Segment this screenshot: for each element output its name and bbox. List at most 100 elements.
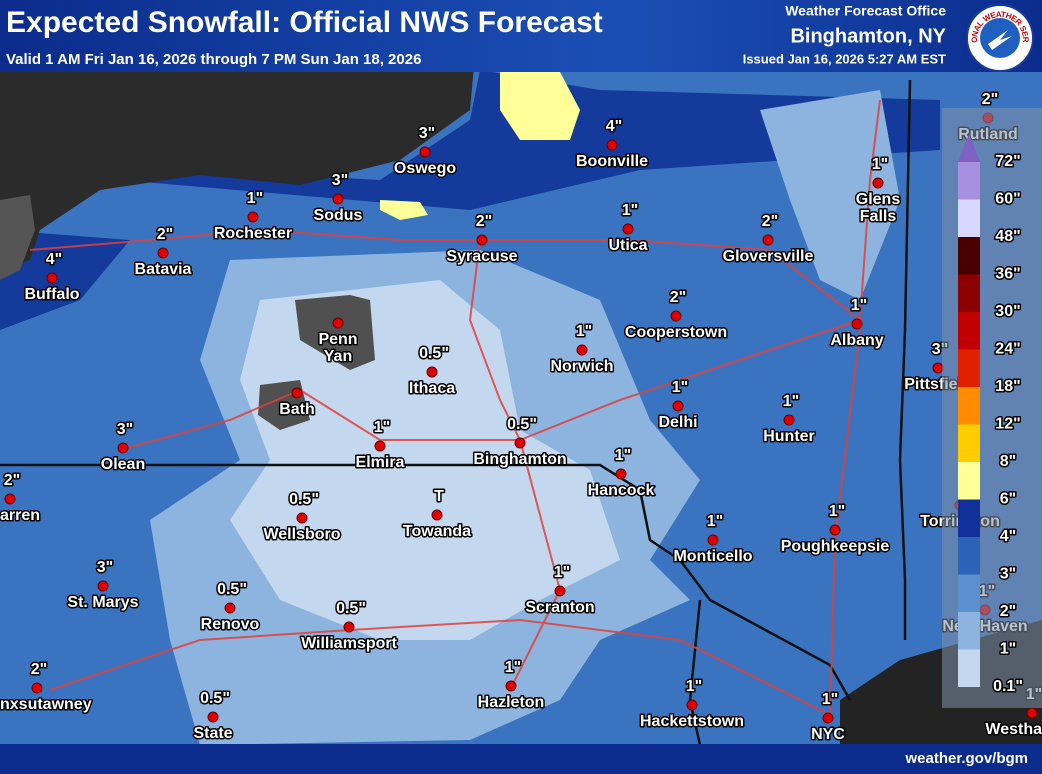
city-dot [224, 602, 236, 614]
legend-label: 24" [995, 341, 1020, 358]
city-dot [296, 512, 308, 524]
office-line: Weather Forecast Office [785, 3, 946, 19]
city-name: Batavia [135, 261, 192, 278]
city-name: Hackettstown [640, 713, 744, 730]
snow-amount: 1" [247, 190, 263, 207]
snow-amount: 1" [505, 659, 521, 676]
legend-swatch [958, 199, 980, 237]
city-name: Syracuse [446, 248, 517, 265]
legend-swatch [958, 387, 980, 425]
city-name: Penn Yan [318, 331, 357, 365]
city-dot [851, 318, 863, 330]
city-name: Binghamton [473, 451, 566, 468]
legend-swatch [958, 274, 980, 312]
legend-panel [942, 108, 1042, 708]
city-name: Wellsboro [263, 526, 340, 543]
city-name: Cooperstown [625, 324, 727, 341]
snow-amount: 0.5" [217, 581, 247, 598]
header-bar [0, 0, 1042, 72]
snow-amount: 1" [829, 503, 845, 520]
snow-amount: 1" [576, 323, 592, 340]
city-dot [332, 193, 344, 205]
snow-amount: 0.5" [507, 416, 537, 433]
city-dot [374, 440, 386, 452]
city-dot [829, 524, 841, 536]
city-dot [822, 712, 834, 724]
legend-swatch [958, 649, 980, 687]
city-name: Gloversville [723, 248, 814, 265]
city-dot [606, 139, 618, 151]
snow-amount: 1" [622, 202, 638, 219]
city-dot [419, 146, 431, 158]
city-name: Utica [608, 237, 647, 254]
snow-amount: 2" [157, 226, 173, 243]
legend-label: 48" [995, 228, 1020, 245]
legend-swatch [958, 499, 980, 537]
snow-amount: 2" [670, 289, 686, 306]
snow-amount: 2" [31, 661, 47, 678]
city-name: nxsutawney [0, 696, 92, 713]
snow-amount: 2" [4, 472, 20, 489]
snow-amount: 0.5" [419, 345, 449, 362]
legend: 0.1" 1" 2" 3" 4" 6" 8" 12" 18" 24" 30" 36" 48" 60" 72" [942, 108, 1042, 708]
subtitle: Valid 1 AM Fri Jan 16, 2026 through 7 PM… [6, 51, 421, 68]
city-dot [332, 317, 344, 329]
city-dot [622, 223, 634, 235]
snow-amount: 3" [419, 125, 435, 142]
city-dot [117, 442, 129, 454]
snow-amount: 3" [117, 421, 133, 438]
city-name: Westha [985, 721, 1042, 738]
city-name: Norwich [550, 358, 613, 375]
city-name: Renovo [201, 616, 260, 633]
legend-label: 12" [995, 416, 1020, 433]
city-dot [476, 234, 488, 246]
legend-label: 1" [1000, 641, 1016, 658]
snow-amount: 1" [822, 691, 838, 708]
snow-amount: 1" [374, 419, 390, 436]
city-name: Ithaca [409, 380, 455, 397]
city-dot [4, 493, 16, 505]
city-dot [343, 621, 355, 633]
snow-amount: 1" [615, 447, 631, 464]
city-name: Hancock [588, 482, 655, 499]
legend-label: 60" [995, 191, 1020, 208]
snow-amount: 2" [762, 213, 778, 230]
city-dot [554, 585, 566, 597]
city-name: State [193, 725, 232, 742]
city-name: Poughkeepsie [781, 538, 890, 555]
snow-amount: 1" [554, 564, 570, 581]
snow-amount: 1" [783, 393, 799, 410]
office: Binghamton, NY [790, 25, 946, 47]
legend-arrow [958, 134, 980, 162]
city-dot [247, 211, 259, 223]
legend-label: 6" [1000, 491, 1016, 508]
legend-label: 72" [995, 153, 1020, 170]
legend-label: 18" [995, 378, 1020, 395]
city-dot [514, 437, 526, 449]
city-name: Hazleton [478, 694, 545, 711]
legend-swatch [958, 349, 980, 387]
city-name: Glens Falls [856, 191, 901, 225]
city-dot [505, 680, 517, 692]
legend-label: 36" [995, 266, 1020, 283]
city-dot [31, 682, 43, 694]
legend-swatch [958, 537, 980, 575]
city-name: arren [0, 507, 40, 524]
legend-label: 2" [1000, 603, 1016, 620]
snow-amount: 3" [97, 559, 113, 576]
legend-label: 30" [995, 303, 1020, 320]
city-name: Rochester [214, 225, 292, 242]
city-dot [46, 272, 58, 284]
snow-amount: 1" [686, 678, 702, 695]
city-dot [615, 468, 627, 480]
legend-swatch [958, 312, 980, 350]
city-dot [783, 414, 795, 426]
city-dot [707, 534, 719, 546]
footer-url: weather.gov/bgm [904, 750, 1028, 767]
city-name: Olean [101, 456, 145, 473]
snow-amount: 0.5" [289, 491, 319, 508]
city-name: Buffalo [24, 286, 79, 303]
snow-amount: 1" [672, 379, 688, 396]
city-name: Delhi [658, 414, 697, 431]
